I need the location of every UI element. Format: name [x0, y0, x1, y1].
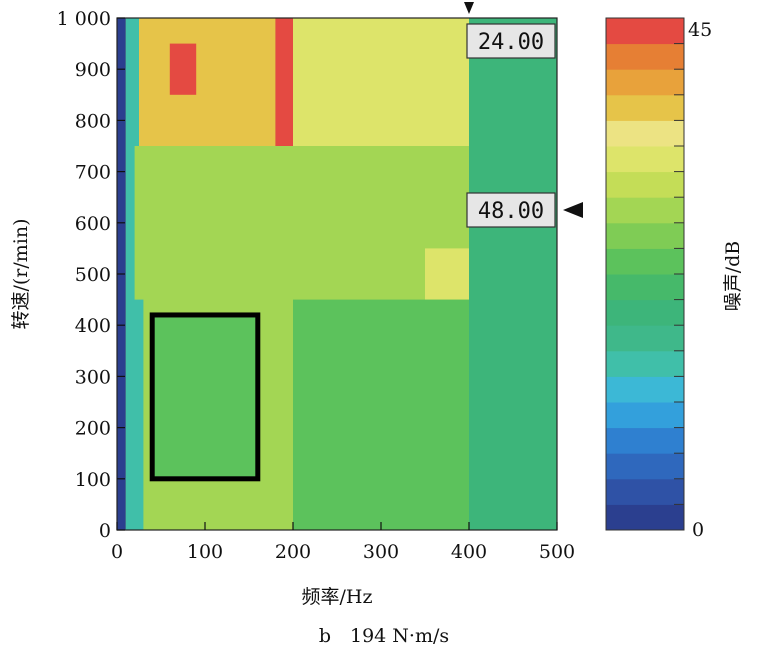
x-axis-title: 频率/Hz — [302, 586, 373, 608]
y-tick-label: 400 — [75, 315, 111, 337]
x-tick-label: 300 — [363, 541, 399, 563]
colorbar-min-label: 0 — [692, 519, 704, 541]
plot-area — [117, 18, 557, 530]
colorbar-level-3 — [606, 453, 684, 480]
heatmap-region-10 — [293, 299, 469, 530]
colorbar-level-9 — [606, 299, 684, 326]
y-tick-label: 900 — [75, 59, 111, 81]
heatmap-region-11 — [152, 314, 258, 479]
marker-label: 48.00 — [478, 199, 544, 224]
colorbar-level-7 — [606, 350, 684, 377]
colorbar-level-1 — [606, 504, 684, 531]
x-tick-label: 400 — [451, 541, 487, 563]
chart-caption: b 194 N·m/s — [319, 625, 449, 647]
y-axis-title: 转速/(r/min) — [10, 218, 32, 329]
marker-label-box — [466, 192, 556, 228]
colorbar-level-16 — [606, 120, 684, 147]
x-axis: 0 100 200 300 400 500 — [111, 522, 575, 563]
y-tick-label: 700 — [75, 162, 111, 184]
marker-layer: 24.00 48.00 — [464, 2, 583, 228]
x-tick-label: 500 — [539, 541, 575, 563]
heatmap-region-9 — [469, 18, 557, 530]
colorbar-level-19 — [606, 43, 684, 70]
colorbar-level-8 — [606, 325, 684, 352]
colorbar-level-6 — [606, 376, 684, 403]
colorbar-level-11 — [606, 248, 684, 275]
marker-label-box — [466, 23, 556, 59]
colorbar-level-13 — [606, 197, 684, 224]
heatmap-region-4 — [275, 18, 293, 146]
colorbar-level-5 — [606, 402, 684, 429]
y-axis: 0 100 200 300 400 500 600 700 800 900 1 000 — [57, 8, 125, 542]
cursor-marker-2: 48.00 — [466, 192, 583, 228]
y-tick-label: 200 — [75, 418, 111, 440]
x-tick-label: 200 — [275, 541, 311, 563]
colorbar-title: 噪声/dB — [722, 241, 744, 312]
marker-pointer — [464, 2, 474, 14]
colorbar-level-4 — [606, 427, 684, 454]
heatmap-region-5 — [169, 43, 197, 95]
colorbar: 0 45 — [605, 17, 712, 541]
colorbar-level-12 — [606, 222, 684, 249]
marker-label: 24.00 — [478, 30, 544, 55]
highlight-box — [149, 312, 261, 482]
colorbar-level-15 — [606, 146, 684, 173]
y-tick-label: 800 — [75, 110, 111, 132]
x-tick-label: 100 — [187, 541, 223, 563]
colorbar-level-2 — [606, 478, 684, 505]
x-tick-label: 0 — [111, 541, 123, 563]
cursor-marker-1: 24.00 — [464, 2, 556, 59]
y-tick-label: 500 — [75, 264, 111, 286]
heatmap-region-7 — [134, 146, 469, 300]
colorbar-level-17 — [606, 94, 684, 121]
highlight-layer — [149, 312, 261, 482]
y-tick-label: 600 — [75, 213, 111, 235]
colorbar-level-10 — [606, 274, 684, 301]
colorbar-max-label: 45 — [688, 19, 712, 41]
y-tick-label: 300 — [75, 366, 111, 388]
colorbar-level-18 — [606, 69, 684, 96]
colorbar-level-14 — [606, 171, 684, 198]
colorbar-level-20 — [606, 18, 684, 45]
y-tick-label: 0 — [99, 520, 111, 542]
marker-pointer — [563, 202, 583, 218]
heatmap-region-6 — [293, 18, 469, 146]
y-tick-label: 1 000 — [57, 8, 111, 30]
y-tick-label: 100 — [75, 469, 111, 491]
